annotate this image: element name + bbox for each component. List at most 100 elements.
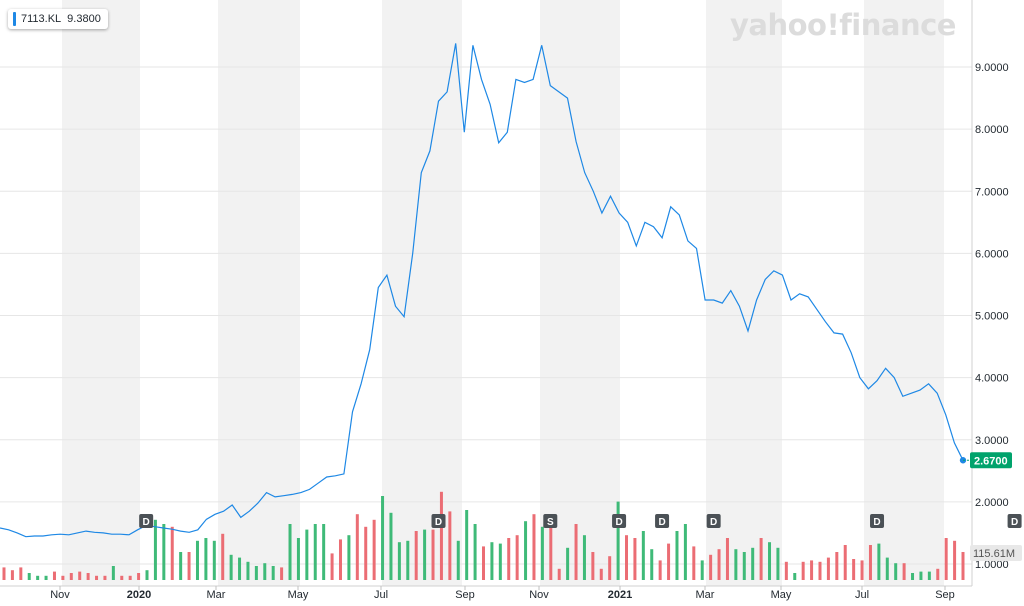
event-marker-label: D <box>615 517 622 528</box>
volume-bar <box>490 542 494 580</box>
volume-bar <box>675 531 679 580</box>
event-marker-d[interactable]: D <box>612 514 627 528</box>
x-tick-label: Nov <box>50 589 70 601</box>
period-bands <box>62 0 944 586</box>
volume-bar <box>406 540 410 580</box>
volume-bar <box>162 524 166 580</box>
volume-bar <box>372 519 376 580</box>
volume-bar <box>599 568 603 580</box>
period-band <box>540 0 620 586</box>
price-line-group <box>0 43 967 538</box>
volume-bar <box>498 543 502 580</box>
event-marker-d[interactable]: D <box>706 514 721 528</box>
volume-bar <box>322 524 326 580</box>
event-marker-s[interactable]: S <box>543 514 558 528</box>
volume-bar <box>338 539 342 580</box>
volume-bar <box>936 568 940 580</box>
volume-bar <box>658 560 662 580</box>
volume-bar <box>784 561 788 580</box>
volume-bar <box>423 529 427 580</box>
event-marker-label: D <box>710 517 717 528</box>
volume-bar <box>465 510 469 580</box>
x-tick-label: 2020 <box>127 589 151 601</box>
event-marker-d[interactable]: D <box>655 514 670 528</box>
volume-bar <box>566 547 570 580</box>
volume-bar <box>456 540 460 580</box>
event-marker-box <box>870 514 885 528</box>
volume-bar <box>524 521 528 580</box>
volume-bar <box>212 540 216 580</box>
period-band <box>864 0 944 586</box>
volume-bar <box>826 557 830 580</box>
x-tick-label: Mar <box>696 589 715 601</box>
event-marker-box <box>1007 514 1022 528</box>
event-marker-label: D <box>143 517 150 528</box>
volume-bar <box>69 573 73 580</box>
volume-bar <box>120 575 124 580</box>
volume-bar <box>10 570 14 580</box>
volume-bar <box>633 538 637 580</box>
x-tick-label: May <box>288 589 309 601</box>
y-tick-label: 7.0000 <box>975 186 1009 198</box>
volume-bar <box>742 552 746 580</box>
y-tick-label: 3.0000 <box>975 435 1009 447</box>
volume-bar <box>381 496 385 580</box>
volume-bar <box>877 543 881 580</box>
volume-bar <box>860 560 864 580</box>
volume-bar <box>574 524 578 580</box>
volume-bar <box>582 535 586 580</box>
volume-bar <box>78 571 82 580</box>
volume-bar <box>44 575 48 580</box>
volume-bar <box>793 573 797 580</box>
event-marker-d[interactable]: D <box>1007 514 1022 528</box>
event-marker-d[interactable]: D <box>139 514 154 528</box>
volume-bar <box>927 571 931 580</box>
event-marker-d[interactable]: D <box>431 514 446 528</box>
volume-bar <box>868 545 872 580</box>
volume-bar <box>532 514 536 580</box>
volume-bar <box>961 552 965 580</box>
volume-bar <box>305 529 309 580</box>
volume-bar <box>810 560 814 580</box>
volume-bar <box>271 566 275 580</box>
volume-bar <box>2 567 6 580</box>
series-color-marker <box>13 12 16 26</box>
volume-bar <box>179 552 183 580</box>
volume-bar <box>953 540 957 580</box>
event-marker-label: D <box>658 517 665 528</box>
volume-bar <box>145 570 149 580</box>
event-marker-label: S <box>547 517 554 528</box>
volume-bars <box>2 491 965 580</box>
volume-bar <box>330 553 334 580</box>
volume-bar <box>641 531 645 580</box>
y-tick-label: 9.0000 <box>975 62 1009 74</box>
volume-bar <box>507 538 511 580</box>
current-price-label: 2.6700 <box>974 455 1008 467</box>
event-marker-d[interactable]: D <box>870 514 885 528</box>
volume-bar <box>280 567 284 580</box>
x-tick-label: Sep <box>935 589 955 601</box>
volume-bar <box>221 533 225 580</box>
volume-bar <box>591 552 595 580</box>
volume-bar <box>170 526 174 580</box>
symbol-price-badge[interactable]: 7113.KL 9.3800 <box>8 9 108 29</box>
y-tick-label: 8.0000 <box>975 124 1009 136</box>
volume-bar <box>768 542 772 580</box>
volume-bar <box>246 561 250 580</box>
event-marker-box <box>139 514 154 528</box>
volume-label-box <box>970 545 1022 561</box>
x-tick-label: Jul <box>374 589 388 601</box>
event-marker-box <box>612 514 627 528</box>
volume-bar <box>692 546 696 580</box>
volume-bar <box>153 519 157 580</box>
volume-bar <box>448 511 452 580</box>
volume-bar <box>137 573 141 580</box>
volume-bar <box>852 559 856 580</box>
x-tick-label: May <box>771 589 792 601</box>
volume-bar <box>625 535 629 580</box>
volume-bar <box>515 535 519 580</box>
volume-bar <box>818 561 822 580</box>
volume-bar <box>128 575 132 580</box>
